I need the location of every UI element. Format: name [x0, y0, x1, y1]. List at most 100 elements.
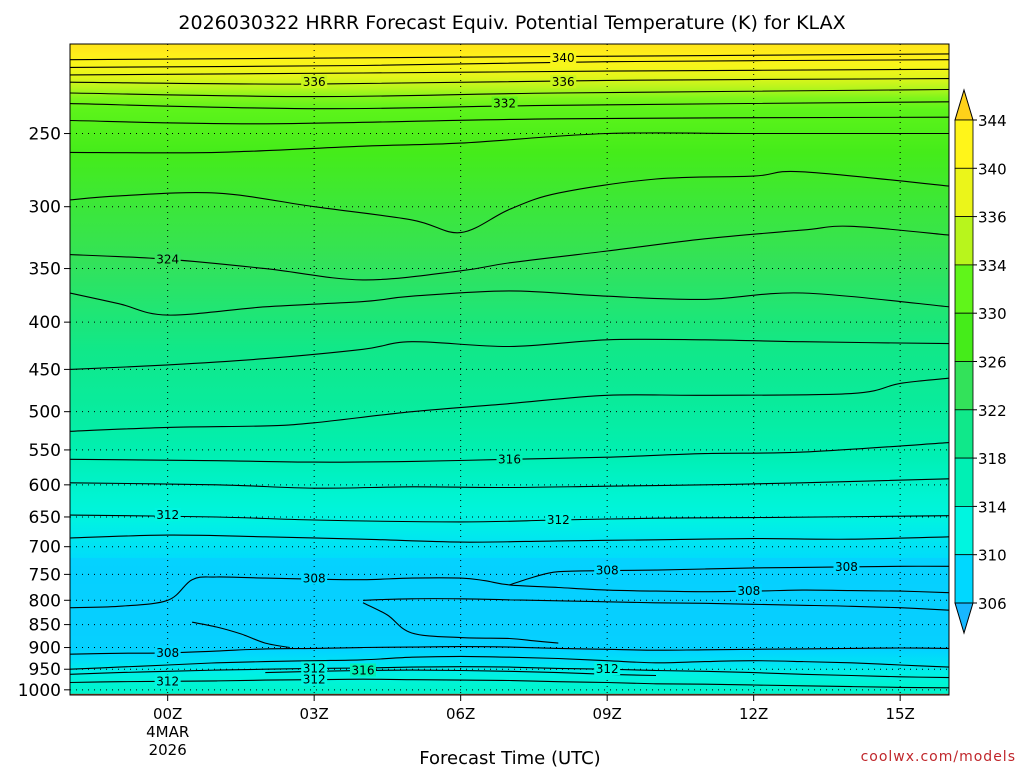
contour-label-text: 336 — [552, 75, 575, 89]
contour-label: 308 — [301, 571, 328, 586]
x-tick-label: 09Z — [592, 705, 621, 723]
contour-label-bg — [350, 663, 376, 677]
contour-label-text: 312 — [303, 673, 326, 687]
x-axis-title: Forecast Time (UTC) — [419, 748, 600, 768]
contour-label: 340 — [550, 50, 577, 65]
contour-326-8 — [70, 170, 949, 234]
contour-label: 308 — [833, 559, 860, 574]
contour-label-text: 312 — [547, 513, 570, 527]
contour-label-bg — [735, 584, 762, 598]
contour-label-text: 308 — [737, 584, 760, 598]
contour-label-bg — [301, 661, 328, 675]
colorbar-swatch — [954, 505, 974, 556]
contour-label-text: 308 — [303, 572, 326, 586]
colorbar-swatch — [954, 216, 974, 266]
contour-label: 312 — [154, 674, 181, 688]
contour-label-bg — [545, 513, 572, 527]
y-axis: 250 300 350 400 450 500 550 600 650 700 750 800 850 9… — [18, 125, 70, 701]
contour-label-bg — [154, 674, 181, 688]
colorbar-label: 344 — [978, 112, 1007, 130]
contour-label-text: 308 — [596, 564, 619, 578]
colorbar-swatch — [954, 312, 974, 362]
contour-label: 312 — [301, 661, 328, 675]
contour-label-text: 336 — [303, 75, 326, 89]
contour-label-text: 312 — [156, 674, 179, 688]
y-tick-label: 750 — [29, 565, 61, 585]
contour-label: 336 — [301, 75, 328, 89]
x-tick-label: 03Z — [299, 705, 328, 723]
contour-label-bg — [550, 50, 577, 64]
contour-label: 316 — [496, 452, 523, 466]
contour-label-text: 340 — [552, 51, 575, 65]
y-tick-label: 550 — [29, 441, 61, 461]
y-tick-label: 700 — [29, 538, 61, 558]
x-date-label: 4MAR — [146, 723, 189, 741]
contour-312-26 — [70, 678, 949, 689]
colorbar-label: 322 — [978, 402, 1007, 420]
colorbar-swatch — [954, 264, 974, 314]
contour-label-bg — [491, 96, 518, 110]
contour-308-19 — [70, 646, 949, 655]
colorbar-extend-top — [954, 88, 974, 121]
low-theta-pocket — [70, 557, 949, 650]
contour-label-bg — [301, 571, 328, 585]
colorbar-label: 334 — [978, 257, 1007, 275]
contour-label: 308 — [154, 645, 181, 660]
colorbar-label: 318 — [978, 450, 1007, 468]
contour-label-bg — [496, 452, 523, 466]
contour-label-bg — [154, 508, 181, 522]
contour-label-text: 332 — [493, 97, 516, 111]
y-tick-label: 300 — [29, 198, 61, 218]
colorbar-swatch — [954, 554, 974, 604]
x-tick-label: 00Z — [153, 705, 182, 723]
contour-316-25 — [265, 669, 657, 677]
contour-label-text: 312 — [303, 661, 326, 675]
y-tick-label: 1000 — [18, 681, 61, 701]
y-tick-label: 900 — [29, 639, 61, 659]
contour-label: 312 — [594, 662, 621, 676]
colorbar-swatch — [954, 409, 974, 459]
contour-308-21 — [191, 621, 290, 649]
contour-label-text: 324 — [156, 252, 179, 266]
contour-322-10 — [70, 290, 949, 316]
contour-308-20 — [362, 598, 949, 611]
y-tick-label: 850 — [29, 616, 61, 636]
y-tick-label: 600 — [29, 476, 61, 496]
contour-336-3 — [70, 78, 949, 85]
terrain-band — [70, 693, 949, 695]
contour-label-text: 312 — [156, 508, 179, 522]
contour-label-bg — [833, 559, 860, 573]
contour-328-7 — [70, 132, 949, 154]
contour-308-18 — [509, 565, 949, 586]
contour-310-23 — [70, 655, 949, 670]
x-tick-label: 15Z — [885, 705, 914, 723]
theta-e-field — [70, 44, 949, 695]
contour-label-bg — [594, 563, 621, 577]
x-tick-label: 06Z — [446, 705, 475, 723]
colorbar-label: 314 — [978, 498, 1007, 516]
colorbar-extend-bottom — [954, 602, 974, 635]
contour-label-bg — [301, 672, 328, 686]
colorbar: 344 340 336 334 330 326 322 318 314 310 306 — [954, 88, 1007, 635]
contour-label-text: 316 — [352, 663, 375, 677]
contour-label: 336 — [550, 75, 577, 89]
contour-312-24 — [70, 666, 949, 679]
y-tick-label: 950 — [29, 660, 61, 680]
chart-title: 2026030322 HRRR Forecast Equiv. Potentia… — [178, 12, 845, 34]
x-year-label: 2026 — [149, 741, 187, 759]
colorbar-label: 340 — [978, 160, 1007, 178]
y-tick-label: 400 — [29, 313, 61, 333]
contour-340-1 — [70, 59, 949, 68]
contour-label-bg — [301, 75, 328, 89]
credit-text: coolwx.com/models — [861, 749, 1016, 765]
y-tick-label: 450 — [29, 360, 61, 380]
contour-label: 312 — [154, 508, 181, 522]
contour-308-22 — [362, 602, 559, 644]
x-tick-label: 12Z — [739, 705, 768, 723]
colorbar-label: 326 — [978, 354, 1007, 372]
contour-334-4 — [70, 88, 949, 98]
contour-308-17 — [70, 576, 949, 609]
contour-314-14 — [70, 478, 949, 489]
